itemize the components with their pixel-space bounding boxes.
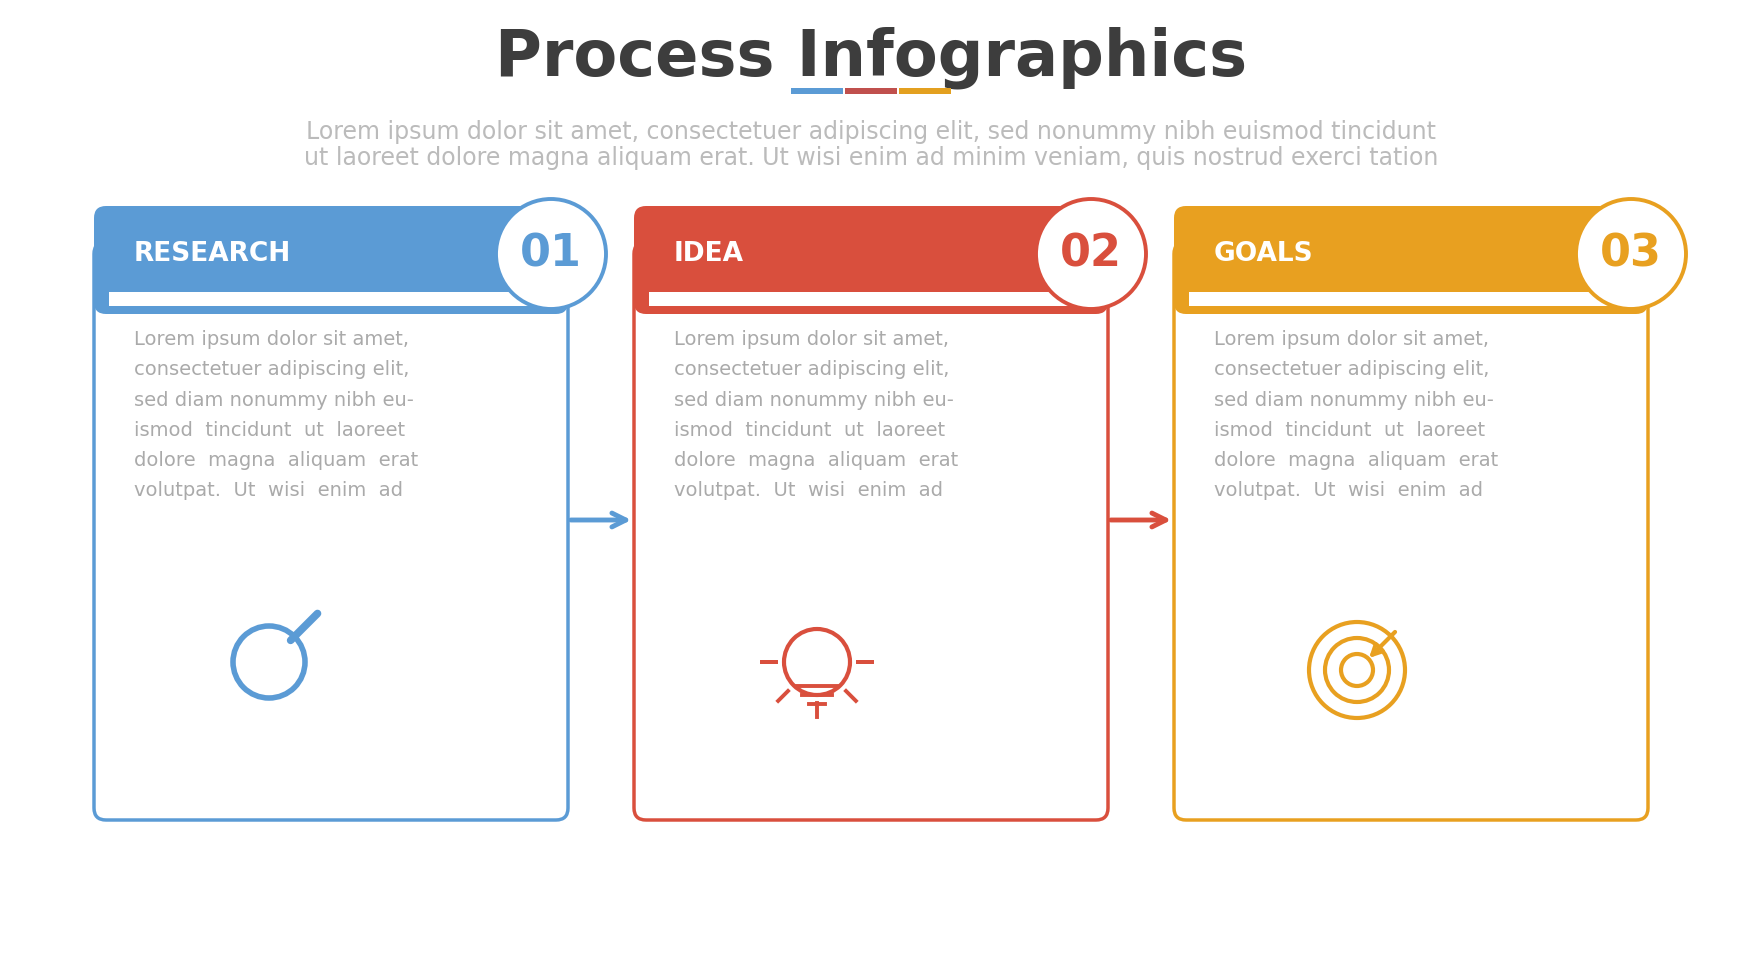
- Bar: [791, 88, 843, 94]
- Bar: [110, 292, 552, 306]
- Text: IDEA: IDEA: [674, 241, 744, 267]
- Text: ut laoreet dolore magna aliquam erat. Ut wisi enim ad minim veniam, quis nostrud: ut laoreet dolore magna aliquam erat. Ut…: [303, 146, 1439, 170]
- FancyBboxPatch shape: [94, 206, 568, 314]
- Text: 03: 03: [1601, 232, 1662, 275]
- Circle shape: [1577, 199, 1686, 309]
- Text: RESEARCH: RESEARCH: [134, 241, 291, 267]
- Bar: [1190, 292, 1632, 306]
- FancyBboxPatch shape: [94, 242, 568, 820]
- Bar: [845, 88, 897, 94]
- FancyBboxPatch shape: [634, 242, 1108, 820]
- Text: 01: 01: [521, 232, 582, 275]
- Text: GOALS: GOALS: [1214, 241, 1313, 267]
- Circle shape: [496, 199, 606, 309]
- FancyBboxPatch shape: [1174, 206, 1648, 314]
- Text: Lorem ipsum dolor sit amet,
consectetuer adipiscing elit,
sed diam nonummy nibh : Lorem ipsum dolor sit amet, consectetuer…: [134, 330, 418, 500]
- Circle shape: [1036, 199, 1146, 309]
- Text: Lorem ipsum dolor sit amet, consectetuer adipiscing elit, sed nonummy nibh euism: Lorem ipsum dolor sit amet, consectetuer…: [307, 120, 1435, 144]
- Bar: [1186, 288, 1636, 314]
- Bar: [646, 288, 1096, 314]
- Text: Lorem ipsum dolor sit amet,
consectetuer adipiscing elit,
sed diam nonummy nibh : Lorem ipsum dolor sit amet, consectetuer…: [1214, 330, 1498, 500]
- Bar: [899, 88, 951, 94]
- Text: 02: 02: [1059, 232, 1122, 275]
- Bar: [650, 292, 1092, 306]
- FancyBboxPatch shape: [1174, 242, 1648, 820]
- Text: Process Infographics: Process Infographics: [495, 26, 1247, 89]
- Bar: [106, 288, 556, 314]
- FancyBboxPatch shape: [634, 206, 1108, 314]
- Text: Lorem ipsum dolor sit amet,
consectetuer adipiscing elit,
sed diam nonummy nibh : Lorem ipsum dolor sit amet, consectetuer…: [674, 330, 958, 500]
